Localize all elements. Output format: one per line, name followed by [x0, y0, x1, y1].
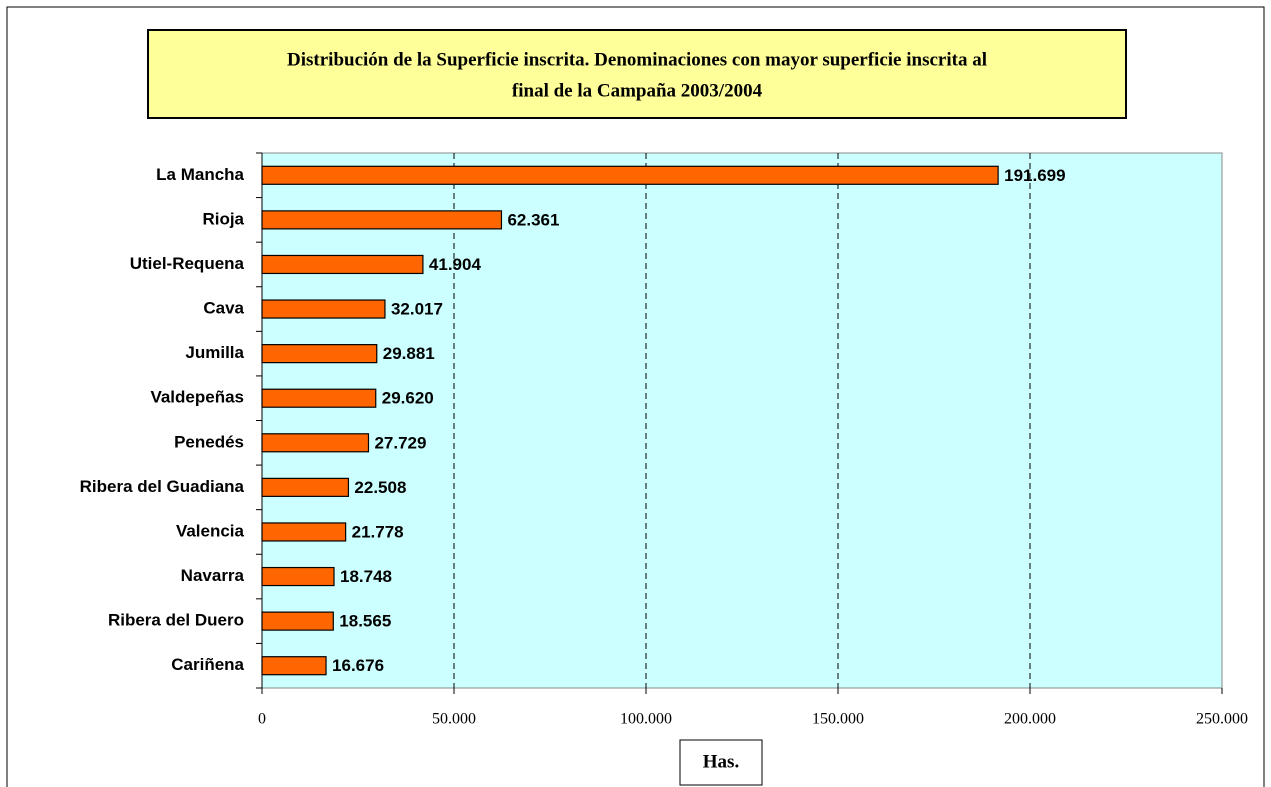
marks: 191.699 62.361 41.904 32.017 29.881 29.620 27.…: [261, 165, 1066, 676]
y-tick-label: Navarra: [181, 566, 245, 585]
value-label: 16.676: [332, 656, 384, 675]
bar: [261, 254, 424, 275]
value-label: 27.729: [374, 433, 426, 452]
value-label: 29.881: [383, 344, 435, 363]
plot-area: [261, 152, 1223, 689]
bar: [261, 433, 370, 453]
y-tick-label: Ribera del Duero: [108, 611, 244, 630]
value-label: 32.017: [391, 300, 443, 319]
y-tick-label: Utiel-Requena: [130, 254, 245, 273]
chart-title: final de la Campaña 2003/2004: [512, 80, 763, 101]
value-label: 22.508: [354, 478, 406, 497]
bar: [261, 522, 347, 542]
y-tick-label: Valdepeñas: [150, 388, 244, 407]
y-tick-label: Cariñena: [171, 655, 244, 674]
value-label: 29.620: [382, 389, 434, 408]
bar: [261, 210, 503, 230]
x-tick-label: 50.000: [432, 711, 476, 728]
x-tick-label: 200.000: [1004, 711, 1056, 728]
bar: [261, 477, 350, 497]
value-label: 18.748: [340, 567, 392, 586]
x-tick-label: 150.000: [812, 711, 864, 728]
y-tick-label: Ribera del Guadiana: [80, 477, 245, 496]
y-tick-label: Cava: [203, 299, 244, 318]
chart-title: Distribución de la Superficie inscrita. …: [287, 49, 987, 70]
bar: [261, 344, 378, 364]
value-label: 191.699: [1004, 166, 1065, 185]
value-label: 18.565: [339, 612, 391, 631]
bar: [261, 566, 335, 587]
x-axis-label: Has.: [703, 751, 739, 772]
y-tick-label: Penedés: [174, 432, 244, 451]
y-tick-label: La Mancha: [156, 165, 244, 184]
x-tick-label: 250.000: [1196, 711, 1248, 728]
value-label: 62.361: [507, 210, 559, 229]
y-tick-label: Valencia: [176, 521, 245, 540]
bar: [261, 299, 386, 319]
grid: [256, 152, 1223, 694]
value-label: 41.904: [429, 255, 482, 274]
y-tick-label: Rioja: [202, 209, 244, 228]
x-tick-label: 100.000: [620, 711, 672, 728]
title-box: [147, 29, 1127, 119]
bar: [261, 656, 327, 676]
y-tick-label: Jumilla: [185, 343, 244, 362]
value-label: 21.778: [352, 522, 404, 541]
x-tick-label: 0: [258, 711, 266, 728]
bar: [261, 388, 377, 408]
bar: [261, 165, 999, 185]
x-label-box: [679, 739, 763, 786]
bar: [261, 611, 334, 631]
